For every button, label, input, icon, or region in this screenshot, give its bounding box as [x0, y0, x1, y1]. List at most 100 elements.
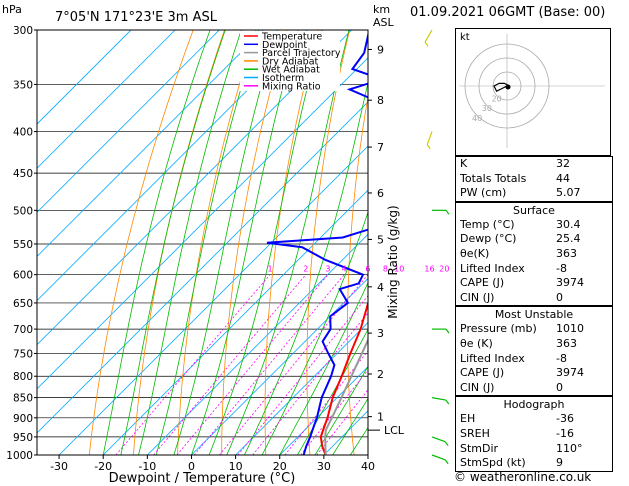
table-row: StmDir 110°	[456, 442, 612, 457]
hodograph-ring-label: 20	[492, 94, 502, 103]
row-value: 25.4	[556, 232, 581, 246]
wet-adiabat-line	[244, 80, 368, 455]
row-value: -16	[556, 426, 574, 440]
indices-panel: K 32 Totals Totals 44 PW (cm) 5.07 Surface Te…	[455, 156, 613, 472]
pressure-tick-label: 700	[13, 324, 33, 336]
isotherm-line	[37, 30, 264, 257]
series-layer	[266, 31, 368, 455]
row-value: 5.07	[556, 186, 581, 200]
wind-barb-staff	[431, 436, 446, 443]
table-row: Totals Totals 44	[456, 172, 612, 187]
mixing-ratio-axis-label: Mixing Ratio (g/kg)	[386, 205, 400, 318]
legend-entry: Dry Adiabat	[262, 56, 319, 67]
wet-adiabat-line	[173, 30, 278, 455]
mixing-ratio-line	[115, 274, 271, 455]
row-value: 44	[556, 171, 570, 185]
row-value: -36	[556, 412, 574, 426]
legend-entry: Isotherm	[262, 73, 304, 84]
footer-copyright[interactable]: © weatheronline.co.uk	[454, 470, 592, 484]
wind-barb-flag	[426, 144, 431, 150]
wet-adiabat-line	[208, 30, 323, 455]
row-label: Temp (°C)	[460, 217, 515, 231]
table-row: θe (K) 363	[456, 337, 612, 352]
km-tick-label: 2	[377, 368, 384, 381]
row-value: 1010	[556, 322, 584, 336]
temp-tick-label: 30	[317, 460, 331, 473]
row-value: -8	[556, 351, 567, 365]
mixing-ratio-line	[252, 312, 368, 455]
isotherm-line	[37, 30, 220, 213]
row-label: θe(K)	[460, 246, 490, 260]
table-row: θe(K) 363	[456, 247, 612, 262]
wet-adiabat-line	[102, 30, 211, 455]
dry-adiabat-line	[347, 94, 368, 455]
dry-adiabat-line	[177, 30, 257, 455]
row-value: 110°	[556, 441, 583, 455]
mixing-ratio-label: 4	[342, 265, 347, 274]
pressure-tick-label: 450	[13, 168, 33, 180]
row-label: Lifted Index	[460, 351, 525, 365]
pressure-tick-label: 750	[13, 348, 33, 360]
hpa-axis-unit: hPa	[2, 3, 22, 16]
row-label: Totals Totals	[460, 171, 527, 185]
row-value: 3974	[556, 366, 584, 380]
km-tick-label: 6	[377, 187, 384, 200]
wet-adiabat-line	[332, 397, 368, 455]
temp-tick-label: -20	[94, 460, 112, 473]
temp-tick-label: 0	[188, 460, 195, 473]
km-tick-label: 5	[377, 233, 384, 246]
row-label: EH	[460, 412, 476, 426]
hodograph-trace-line	[493, 82, 510, 93]
temperature-profile	[319, 300, 368, 455]
parcel-trajectory-profile	[324, 337, 368, 455]
mixing-ratio-label: 8	[383, 265, 388, 274]
wet-adiabat-line	[138, 30, 242, 455]
km-tick-label: 4	[377, 281, 384, 294]
most-unstable-title: Most Unstable	[456, 306, 612, 322]
wet-adiabat-line	[226, 30, 350, 455]
grid-layer	[37, 30, 368, 455]
datetime-header: 01.09.2021 06GMT (Base: 00)	[410, 5, 606, 20]
table-row: CIN (J) 0	[456, 291, 612, 306]
legend-entry: Dewpoint	[262, 40, 307, 51]
table-row: CAPE (J) 3974	[456, 366, 612, 381]
wet-adiabat-line	[120, 30, 226, 455]
km-tick-label: 3	[377, 327, 384, 340]
plot-frame	[36, 29, 369, 456]
km-axis-unit: km	[373, 3, 390, 16]
isotherm-line	[191, 277, 368, 455]
row-label: CIN (J)	[460, 380, 495, 394]
dewpoint-profile	[266, 31, 368, 455]
row-label: CAPE (J)	[460, 276, 505, 290]
mixing-ratio-label: 10	[394, 265, 404, 274]
pressure-tick-label: 400	[13, 127, 33, 139]
x-axis-label: Dewpoint / Temperature (°C)	[109, 471, 296, 486]
legend-entry: Wet Adiabat	[262, 65, 320, 76]
legend-entry: Mixing Ratio	[262, 81, 321, 92]
table-row: Lifted Index -8	[456, 352, 612, 367]
table-row: Pressure (mb) 1010	[456, 322, 612, 337]
wet-adiabat-line	[279, 281, 368, 455]
mixing-ratio-label: 6	[365, 265, 370, 274]
row-value: 30.4	[556, 217, 581, 231]
table-row: K 32	[456, 157, 612, 172]
mixing-ratio-line	[153, 274, 307, 455]
row-value: 32	[556, 157, 570, 170]
dry-adiabat-line	[88, 30, 194, 455]
mixing-ratio-label: 3	[325, 265, 330, 274]
mixing-ratio-line	[237, 295, 368, 455]
wind-barb-staff	[426, 131, 433, 145]
hodograph-ring-label: 30	[482, 104, 492, 113]
row-value: -8	[556, 261, 567, 275]
row-label: K	[460, 157, 468, 170]
table-row: EH -36	[456, 412, 612, 427]
row-value: 363	[556, 246, 577, 260]
isotherm-line	[235, 322, 368, 455]
row-value: 0	[556, 290, 563, 304]
temp-tick-label: 10	[229, 460, 243, 473]
km-tick-label: 8	[377, 94, 384, 107]
row-label: Pressure (mb)	[460, 322, 537, 336]
mixing-ratio-line	[284, 350, 368, 455]
wet-adiabat-line	[297, 328, 368, 455]
